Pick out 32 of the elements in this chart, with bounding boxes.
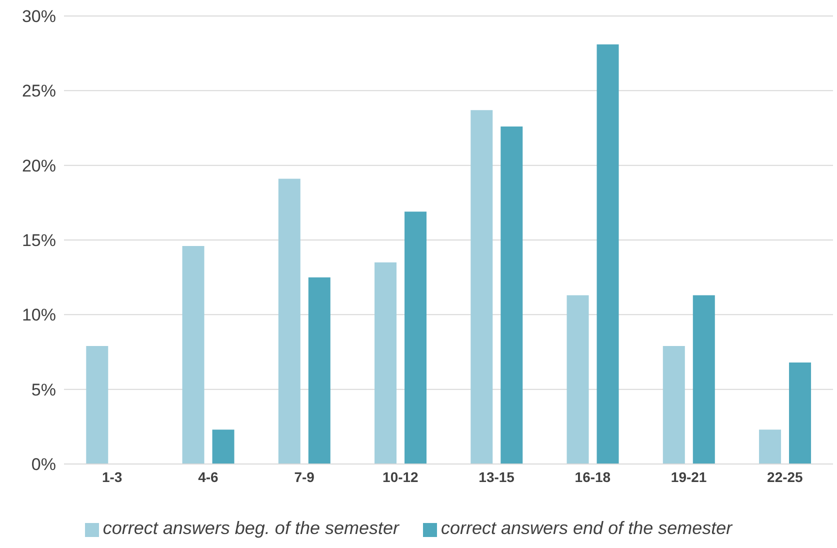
y-tick-label: 30%: [22, 7, 56, 26]
x-tick-label: 7-9: [294, 468, 315, 485]
y-tick-label: 0%: [31, 455, 56, 474]
bar: [278, 178, 300, 464]
bar: [596, 44, 619, 464]
bar: [308, 277, 330, 464]
bar: [212, 430, 234, 464]
x-tick-label: 4-6: [198, 468, 219, 485]
bar: [86, 346, 108, 464]
bar: [692, 295, 715, 464]
legend-label: correct answers beg. of the semester: [102, 518, 399, 538]
x-tick-label: 22-25: [767, 468, 804, 485]
bar: [566, 295, 589, 464]
x-tick-label: 13-15: [478, 468, 515, 485]
y-tick-label: 10%: [22, 306, 56, 325]
bar: [374, 262, 397, 464]
x-tick-label: 19-21: [670, 468, 707, 485]
bar: [182, 246, 204, 464]
bar: [759, 430, 782, 464]
y-tick-label: 5%: [31, 380, 56, 400]
bar: [789, 362, 812, 464]
x-tick-label: 16-18: [574, 468, 611, 485]
x-tick-label: 10-12: [382, 468, 419, 485]
bar: [470, 110, 493, 464]
bar: [500, 126, 523, 464]
x-tick-label: 1-3: [102, 468, 122, 485]
y-tick-label: 15%: [22, 231, 56, 250]
y-tick-label: 25%: [22, 82, 56, 101]
bar: [404, 212, 427, 464]
bar: [662, 346, 685, 464]
y-tick-label: 20%: [22, 156, 56, 176]
legend-label: correct answers end of the semester: [441, 518, 732, 538]
